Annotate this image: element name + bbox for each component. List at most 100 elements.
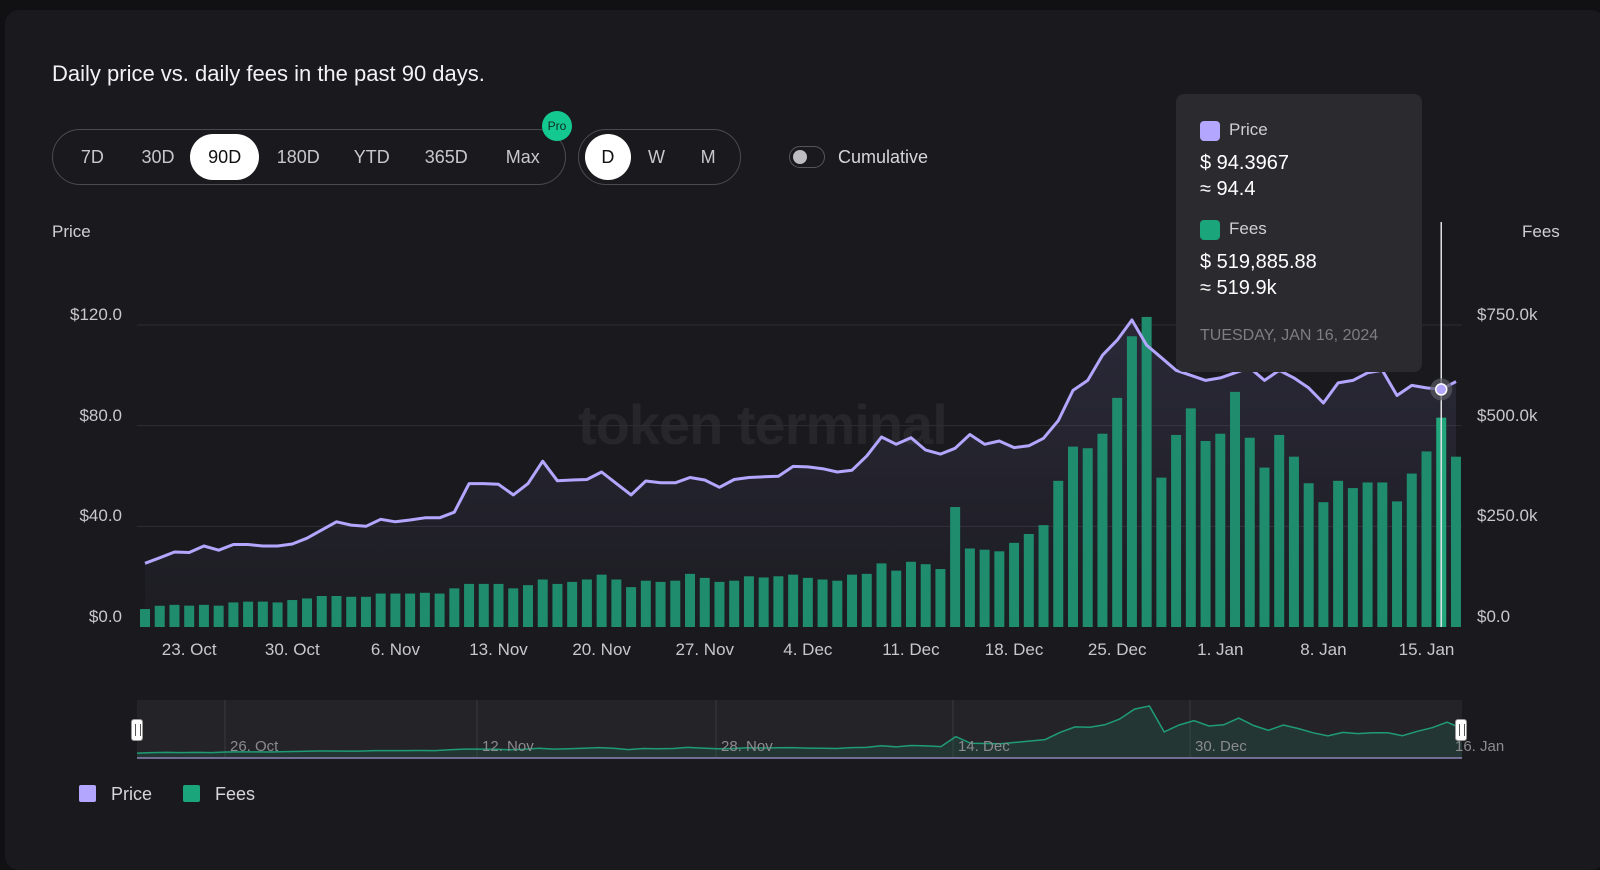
fees-bar[interactable]: [493, 583, 504, 627]
range-option-ytd[interactable]: YTD: [353, 146, 390, 167]
fees-bar[interactable]: [905, 561, 916, 627]
fees-bar[interactable]: [802, 577, 813, 627]
navigator-right-handle[interactable]: [1455, 719, 1467, 741]
legend-fees[interactable]: Fees: [215, 784, 256, 804]
fees-bar[interactable]: [287, 600, 298, 627]
fees-bar[interactable]: [1009, 542, 1020, 627]
fees-bar[interactable]: [537, 579, 548, 627]
fees-bar[interactable]: [699, 577, 710, 627]
fees-bar[interactable]: [1112, 397, 1123, 627]
fees-bar[interactable]: [346, 596, 357, 627]
fees-bar[interactable]: [847, 574, 858, 627]
fees-bar[interactable]: [1097, 433, 1108, 627]
fees-bar[interactable]: [581, 579, 592, 627]
fees-bar[interactable]: [1141, 316, 1152, 627]
cumulative-toggle[interactable]: [789, 146, 825, 168]
fees-bar[interactable]: [198, 604, 209, 627]
fees-bar[interactable]: [302, 598, 313, 627]
fees-bar[interactable]: [743, 576, 754, 627]
fees-bar[interactable]: [964, 548, 975, 627]
fees-bar[interactable]: [1156, 477, 1167, 627]
fees-bar[interactable]: [979, 549, 990, 627]
fees-bar[interactable]: [405, 593, 416, 627]
fees-bar[interactable]: [817, 579, 828, 627]
fees-bar[interactable]: [1377, 482, 1388, 627]
fees-bar[interactable]: [169, 604, 180, 627]
fees-bar[interactable]: [228, 602, 239, 627]
fees-bar[interactable]: [1333, 480, 1344, 627]
fees-bar[interactable]: [758, 577, 769, 627]
fees-bar[interactable]: [184, 605, 195, 627]
fees-bar[interactable]: [243, 601, 254, 627]
range-option-30d[interactable]: 30D: [141, 146, 175, 167]
fees-bar[interactable]: [213, 605, 224, 627]
fees-bar[interactable]: [611, 579, 622, 627]
fees-bar[interactable]: [1171, 434, 1182, 627]
fees-bar[interactable]: [316, 595, 327, 627]
fees-bar[interactable]: [1347, 488, 1358, 627]
fees-bar[interactable]: [375, 593, 386, 627]
fees-bar[interactable]: [596, 574, 607, 627]
fees-bar[interactable]: [567, 581, 578, 627]
fees-bar[interactable]: [1421, 451, 1432, 627]
fees-bar[interactable]: [331, 595, 342, 627]
fees-bar[interactable]: [1406, 473, 1417, 627]
fees-bar[interactable]: [464, 583, 475, 627]
fees-bar[interactable]: [626, 587, 637, 627]
fees-bar[interactable]: [1185, 408, 1196, 627]
fees-bar[interactable]: [272, 602, 283, 627]
range-option-180d[interactable]: 180D: [276, 146, 320, 167]
navigator-left-handle[interactable]: [131, 719, 143, 741]
fees-bar[interactable]: [655, 581, 666, 627]
fees-bar[interactable]: [1215, 433, 1226, 627]
fees-bar[interactable]: [832, 580, 843, 627]
fees-bar[interactable]: [140, 609, 150, 627]
range-option-90d[interactable]: 90D: [190, 134, 259, 180]
fees-bar[interactable]: [1244, 437, 1255, 627]
fees-bar[interactable]: [522, 585, 533, 627]
fees-bar[interactable]: [788, 574, 799, 627]
fees-bar[interactable]: [640, 580, 651, 627]
fees-bar[interactable]: [1362, 482, 1373, 627]
fees-bar[interactable]: [1288, 456, 1299, 627]
fees-bar[interactable]: [1082, 448, 1093, 627]
granularity-option-d[interactable]: D: [585, 134, 631, 180]
fees-bar[interactable]: [154, 605, 165, 627]
fees-bar[interactable]: [1023, 533, 1034, 627]
fees-bar[interactable]: [434, 593, 445, 627]
fees-bar[interactable]: [1274, 434, 1285, 627]
fees-bar[interactable]: [891, 570, 902, 627]
fees-bar[interactable]: [861, 573, 872, 627]
granularity-option-w[interactable]: W: [648, 146, 666, 167]
fees-bar[interactable]: [994, 551, 1005, 627]
fees-bar[interactable]: [1200, 440, 1211, 627]
granularity-option-m[interactable]: M: [700, 146, 716, 167]
fees-bar[interactable]: [1126, 336, 1137, 627]
fees-bar[interactable]: [1303, 483, 1314, 627]
fees-bar[interactable]: [1392, 501, 1403, 627]
range-option-max[interactable]: Max: [505, 146, 540, 167]
fees-bar[interactable]: [876, 563, 887, 627]
fees-bar[interactable]: [552, 583, 563, 627]
fees-bar[interactable]: [950, 507, 961, 627]
fees-bar[interactable]: [773, 576, 784, 627]
fees-bar[interactable]: [1259, 467, 1270, 627]
fees-bar[interactable]: [714, 581, 725, 627]
fees-bar[interactable]: [419, 592, 430, 627]
fees-bar[interactable]: [1318, 502, 1329, 627]
fees-bar[interactable]: [1230, 391, 1241, 627]
fees-bar[interactable]: [449, 588, 460, 627]
fees-bar[interactable]: [1053, 480, 1064, 627]
fees-bar[interactable]: [1450, 456, 1461, 627]
range-option-365d[interactable]: 365D: [424, 146, 468, 167]
fees-bar[interactable]: [729, 580, 740, 627]
legend-price[interactable]: Price: [111, 784, 153, 804]
fees-bar[interactable]: [670, 580, 681, 627]
fees-bar[interactable]: [1038, 525, 1049, 627]
fees-bar[interactable]: [920, 564, 931, 627]
fees-bar[interactable]: [685, 573, 696, 627]
fees-bar[interactable]: [390, 593, 401, 627]
fees-bar[interactable]: [478, 583, 489, 627]
fees-bar[interactable]: [360, 596, 371, 627]
fees-bar[interactable]: [508, 588, 519, 627]
